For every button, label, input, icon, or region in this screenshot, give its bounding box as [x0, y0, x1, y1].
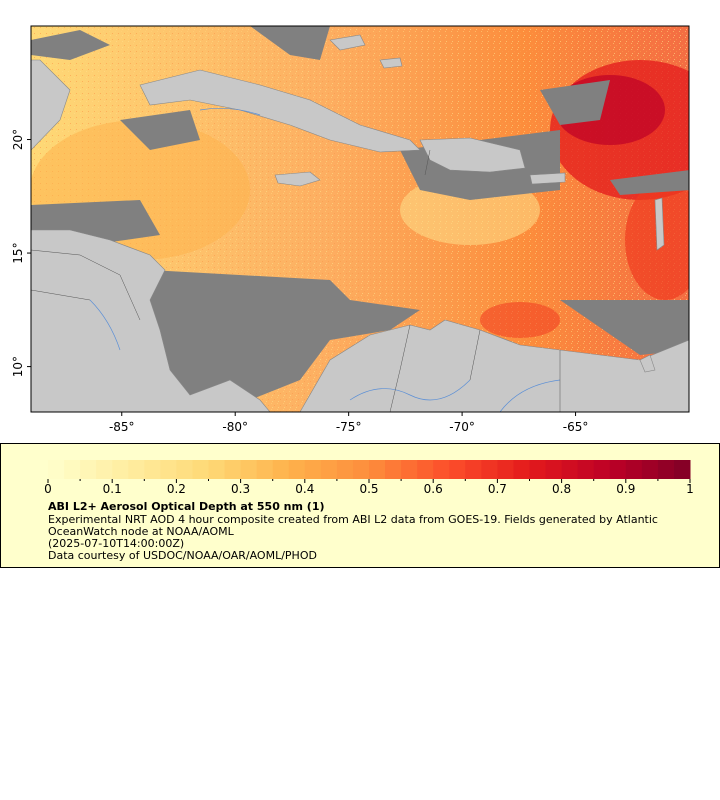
colorbar-cell — [385, 460, 402, 479]
colorbar-cell — [96, 460, 113, 479]
colorbar-cell — [625, 460, 643, 479]
colorbar-tick-label: 0.1 — [103, 482, 122, 496]
y-tick-label: 15° — [11, 242, 25, 263]
central-america-land — [31, 59, 71, 151]
x-tick-label: -75° — [336, 420, 362, 434]
colorbar-cell — [433, 460, 450, 479]
legend-time: (2025-07-10T14:00:00Z) — [48, 537, 185, 550]
y-tick-label: 10° — [11, 356, 25, 377]
colorbar-cell — [144, 460, 161, 479]
colorbar-ticks: 0 0.1 0.2 0.3 0.4 0.5 0.6 0.7 0.8 0.9 1 — [44, 479, 694, 496]
colorbar-tick-label: 0 — [44, 482, 52, 496]
colorbar-cell — [449, 460, 466, 479]
colorbar: 0 0.1 0.2 0.3 0.4 0.5 0.6 0.7 0.8 0.9 1 — [44, 460, 694, 496]
colorbar-cell — [288, 460, 306, 479]
bahamas-land — [329, 34, 366, 51]
colorbar-cell — [369, 460, 386, 479]
colorbar-cell — [673, 460, 691, 479]
land-masses — [31, 34, 689, 412]
y-axis: 20° 15° 10° — [11, 129, 31, 377]
colorbar-tick-label: 0.7 — [488, 482, 507, 496]
y-tick-label: 20° — [11, 129, 25, 150]
colorbar-cell — [513, 460, 530, 479]
colorbar-cell — [352, 460, 370, 479]
colorbar-cell — [192, 460, 209, 479]
borders — [31, 149, 561, 412]
colorbar-cell — [657, 460, 675, 479]
hispaniola-land — [419, 137, 526, 173]
colorbar-cells — [48, 460, 691, 479]
colorbar-cell — [529, 460, 547, 479]
colorbar-cell — [497, 460, 514, 479]
colorbar-tick-label: 0.3 — [231, 482, 250, 496]
colorbar-cell — [465, 460, 482, 479]
colorbar-cell — [48, 460, 65, 479]
legend-credit: Data courtesy of USDOC/NOAA/OAR/AOML/PHO… — [48, 549, 317, 562]
colorbar-tick-label: 0.4 — [295, 482, 314, 496]
x-tick-label: -85° — [109, 420, 135, 434]
rivers — [89, 108, 561, 412]
colorbar-tick-label: 0.2 — [167, 482, 186, 496]
colorbar-cell — [128, 460, 145, 479]
colorbar-tick-label: 0.8 — [552, 482, 571, 496]
colorbar-cell — [641, 460, 659, 479]
aerosol-plume-east — [625, 180, 689, 300]
x-tick-label: -70° — [449, 420, 475, 434]
x-tick-label: -65° — [563, 420, 589, 434]
colorbar-cell — [256, 460, 274, 479]
colorbar-cell — [272, 460, 290, 479]
legend-panel: 0 0.1 0.2 0.3 0.4 0.5 0.6 0.7 0.8 0.9 1 ABI L2+ Ae… — [0, 443, 720, 568]
x-tick-label: -80° — [222, 420, 248, 434]
colorbar-tick-label: 0.6 — [424, 482, 443, 496]
legend-title: ABI L2+ Aerosol Optical Depth at 550 nm … — [48, 500, 325, 513]
colorbar-cell — [609, 460, 627, 479]
colorbar-cell — [481, 460, 498, 479]
map-frame — [30, 25, 690, 413]
colorbar-cell — [304, 460, 322, 479]
colorbar-cell — [224, 460, 242, 479]
colorbar-cell — [240, 460, 258, 479]
colorbar-cell — [577, 460, 595, 479]
legend-description: Experimental NRT AOD 4 hour composite cr… — [48, 513, 658, 538]
colorbar-cell — [160, 460, 177, 479]
puerto-rico-land — [529, 172, 566, 185]
jamaica-land — [274, 171, 321, 187]
south-america-land — [299, 319, 689, 412]
colorbar-cell — [208, 460, 226, 479]
map-area: -85° -80° -75° -70° -65° 20° 15° 10° — [11, 25, 690, 434]
aod-map: -85° -80° -75° -70° -65° 20° 15° 10° — [11, 25, 690, 434]
cuba-land — [139, 69, 421, 153]
colorbar-cell — [320, 460, 338, 479]
colorbar-cell — [593, 460, 611, 479]
colorbar-cell — [64, 460, 81, 479]
colorbar-cell — [401, 460, 418, 479]
colorbar-tick-label: 0.9 — [616, 482, 635, 496]
colorbar-cell — [112, 460, 129, 479]
colorbar-cell — [336, 460, 354, 479]
colorbar-cell — [561, 460, 579, 479]
colorbar-tick-label: 1 — [686, 482, 694, 496]
colorbar-cell — [545, 460, 563, 479]
colorbar-cell — [80, 460, 97, 479]
colorbar-cell — [417, 460, 434, 479]
x-axis: -85° -80° -75° -70° -65° — [109, 412, 588, 434]
aerosol-plume-south — [480, 302, 560, 338]
colorbar-tick-label: 0.5 — [359, 482, 378, 496]
colorbar-cell — [176, 460, 193, 479]
